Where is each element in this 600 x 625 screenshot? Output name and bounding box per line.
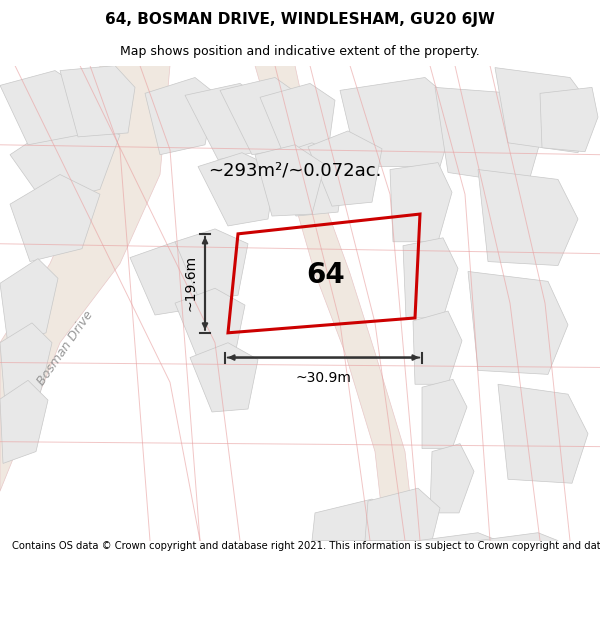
Polygon shape xyxy=(498,384,588,483)
Polygon shape xyxy=(478,169,578,266)
Polygon shape xyxy=(175,288,245,359)
Polygon shape xyxy=(145,78,215,154)
Text: ~293m²/~0.072ac.: ~293m²/~0.072ac. xyxy=(208,161,382,179)
Text: Bosman Drive: Bosman Drive xyxy=(35,308,95,388)
Polygon shape xyxy=(60,66,135,137)
Polygon shape xyxy=(10,115,120,204)
Polygon shape xyxy=(255,145,325,216)
Polygon shape xyxy=(10,174,100,261)
Text: Contains OS data © Crown copyright and database right 2021. This information is : Contains OS data © Crown copyright and d… xyxy=(12,541,600,551)
Text: 64: 64 xyxy=(306,261,344,289)
Text: ~19.6m: ~19.6m xyxy=(184,255,198,311)
Polygon shape xyxy=(365,488,440,541)
Polygon shape xyxy=(340,78,458,166)
Polygon shape xyxy=(260,83,335,158)
Polygon shape xyxy=(312,499,396,541)
Polygon shape xyxy=(422,379,467,449)
Polygon shape xyxy=(430,444,474,513)
Polygon shape xyxy=(495,68,592,152)
Polygon shape xyxy=(255,66,415,541)
Polygon shape xyxy=(413,311,462,384)
Polygon shape xyxy=(198,152,276,226)
Polygon shape xyxy=(435,88,545,184)
Text: 64, BOSMAN DRIVE, WINDLESHAM, GU20 6JW: 64, BOSMAN DRIVE, WINDLESHAM, GU20 6JW xyxy=(105,12,495,27)
Polygon shape xyxy=(0,380,48,464)
Polygon shape xyxy=(0,323,52,404)
Polygon shape xyxy=(468,271,568,374)
Polygon shape xyxy=(472,532,558,561)
Polygon shape xyxy=(308,131,382,206)
Polygon shape xyxy=(185,83,265,159)
Polygon shape xyxy=(403,238,458,318)
Polygon shape xyxy=(0,66,170,491)
Polygon shape xyxy=(190,342,258,412)
Polygon shape xyxy=(175,229,248,301)
Polygon shape xyxy=(0,71,85,145)
Polygon shape xyxy=(415,532,498,561)
Polygon shape xyxy=(0,259,58,345)
Polygon shape xyxy=(130,242,208,315)
Text: ~30.9m: ~30.9m xyxy=(296,371,352,386)
Polygon shape xyxy=(220,78,300,154)
Polygon shape xyxy=(390,162,452,242)
Polygon shape xyxy=(540,88,598,152)
Polygon shape xyxy=(270,142,346,216)
Text: Map shows position and indicative extent of the property.: Map shows position and indicative extent… xyxy=(120,45,480,58)
